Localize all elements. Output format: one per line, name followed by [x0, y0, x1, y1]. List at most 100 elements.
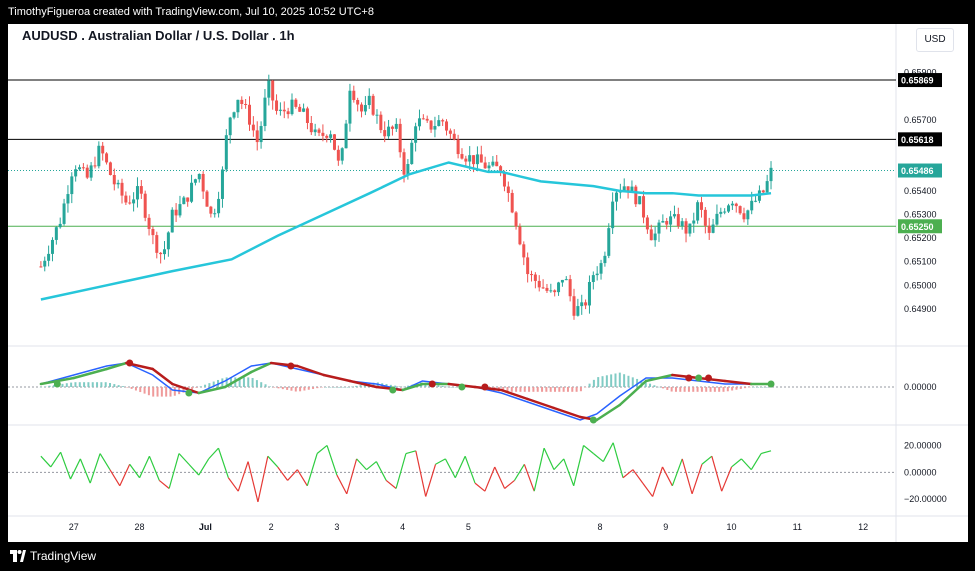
- macd-histogram-bar: [623, 374, 626, 387]
- oscillator-line-segment: [405, 450, 416, 455]
- candle-body: [66, 194, 70, 204]
- tradingview-brand[interactable]: TradingView: [10, 549, 96, 563]
- macd-histogram-bar: [121, 386, 124, 387]
- candle-body: [545, 287, 549, 291]
- macd-histogram-bar: [566, 387, 569, 392]
- candle-body: [228, 117, 232, 136]
- macd-histogram-bar: [346, 387, 349, 388]
- macd-histogram-bar: [670, 387, 673, 392]
- chart-frame[interactable]: AUDUSD . Australian Dollar / U.S. Dollar…: [8, 24, 968, 542]
- candle-body: [170, 209, 174, 233]
- macd-histogram-bar: [156, 387, 159, 397]
- candle-body: [537, 280, 541, 288]
- candle-body: [584, 302, 588, 306]
- level-tag-bg: [898, 163, 942, 178]
- candle-body: [278, 109, 282, 111]
- signal-line-segment: [526, 397, 556, 410]
- macd-histogram-bar: [731, 387, 734, 391]
- oscillator-line-segment: [464, 456, 476, 484]
- time-axis-label: 10: [727, 522, 737, 532]
- candle-body: [754, 200, 758, 202]
- candle-body: [329, 134, 333, 138]
- macd-histogram-bar: [571, 387, 574, 392]
- macd-histogram-bar: [355, 385, 358, 387]
- candle-body: [313, 129, 317, 133]
- macd-histogram-bar: [700, 387, 703, 392]
- price-tick-label: 0.65400: [904, 186, 937, 196]
- macd-histogram-bar: [437, 385, 440, 387]
- macd-histogram-bar: [299, 387, 302, 392]
- candle-body: [696, 202, 700, 221]
- candle-body: [684, 221, 688, 234]
- candle-body: [251, 124, 255, 131]
- candle-body: [676, 214, 680, 227]
- candle-body: [290, 99, 294, 115]
- signal-line-segment: [322, 373, 352, 383]
- oscillator-line-segment: [178, 453, 190, 465]
- candle-body: [587, 281, 591, 306]
- macd-histogram-bar: [389, 384, 392, 387]
- candle-body: [159, 252, 163, 255]
- macd-histogram-bar: [139, 387, 142, 393]
- candle-body: [302, 108, 306, 112]
- candle-body: [93, 165, 97, 167]
- candle-body: [240, 99, 244, 105]
- candle-body: [232, 112, 236, 118]
- candle-body: [197, 173, 201, 180]
- candle-body: [703, 209, 707, 226]
- oscillator-line-segment: [336, 474, 348, 495]
- time-axis-label: Jul: [199, 522, 212, 532]
- price-tick-label: 0.65900: [904, 68, 937, 78]
- level-tag-bg: [898, 73, 942, 88]
- macd-histogram-bar: [523, 387, 526, 392]
- macd-histogram-bar: [752, 387, 755, 388]
- candle-body: [151, 228, 155, 236]
- currency-button[interactable]: USD: [916, 28, 954, 52]
- oscillator-line-segment: [277, 466, 289, 481]
- candle-body: [120, 182, 124, 196]
- signal-line-segment: [671, 373, 700, 380]
- oscillator-line-segment: [721, 466, 733, 492]
- macd-histogram-bar: [242, 377, 245, 387]
- macd-histogram-bar: [683, 387, 686, 392]
- candle-body: [352, 90, 356, 100]
- chart-canvas[interactable]: 0.65900 0.65700 0.65400 0.65300 0.65200 0.651…: [8, 24, 968, 542]
- candle-body: [294, 99, 298, 107]
- price-tick-label: 0.64900: [904, 304, 937, 314]
- candle-body: [50, 239, 54, 254]
- candle-body: [271, 80, 275, 101]
- candle-body: [479, 154, 483, 163]
- candle-body: [769, 167, 773, 182]
- macd-histogram-bar: [91, 382, 94, 387]
- macd-histogram-bar: [117, 385, 120, 387]
- macd-histogram-bar: [147, 387, 150, 396]
- oscillator-line-segment: [119, 464, 131, 487]
- macd-histogram-bar: [268, 386, 271, 387]
- candle-body: [576, 306, 580, 316]
- macd-histogram-bar: [554, 387, 557, 392]
- candle-body: [669, 216, 673, 225]
- candle-body: [483, 162, 487, 169]
- candle-body: [499, 166, 503, 174]
- oscillator-line-segment: [484, 466, 496, 492]
- candle-body: [367, 95, 371, 106]
- time-axis-label: 3: [334, 522, 339, 532]
- candle-body: [630, 186, 634, 192]
- oscillator-line-segment: [237, 461, 249, 492]
- candle-body: [472, 155, 476, 165]
- candle-body: [518, 226, 522, 245]
- candle-body: [255, 130, 259, 143]
- time-axis-label: 12: [858, 522, 868, 532]
- oscillator-line-segment: [306, 453, 318, 486]
- macd-histogram-bar: [636, 378, 639, 387]
- macd-histogram-bar: [601, 376, 604, 387]
- level-tag-label: 0.65869: [901, 76, 934, 86]
- signal-line-segment: [473, 385, 503, 392]
- signal-line-segment: [375, 385, 404, 392]
- macd-histogram-bar: [143, 387, 146, 394]
- macd-cross-marker: [685, 374, 693, 382]
- oscillator-line-segment: [267, 455, 279, 468]
- candle-body: [541, 287, 545, 289]
- oscillator-line-segment: [129, 463, 141, 479]
- candle-body: [761, 190, 765, 193]
